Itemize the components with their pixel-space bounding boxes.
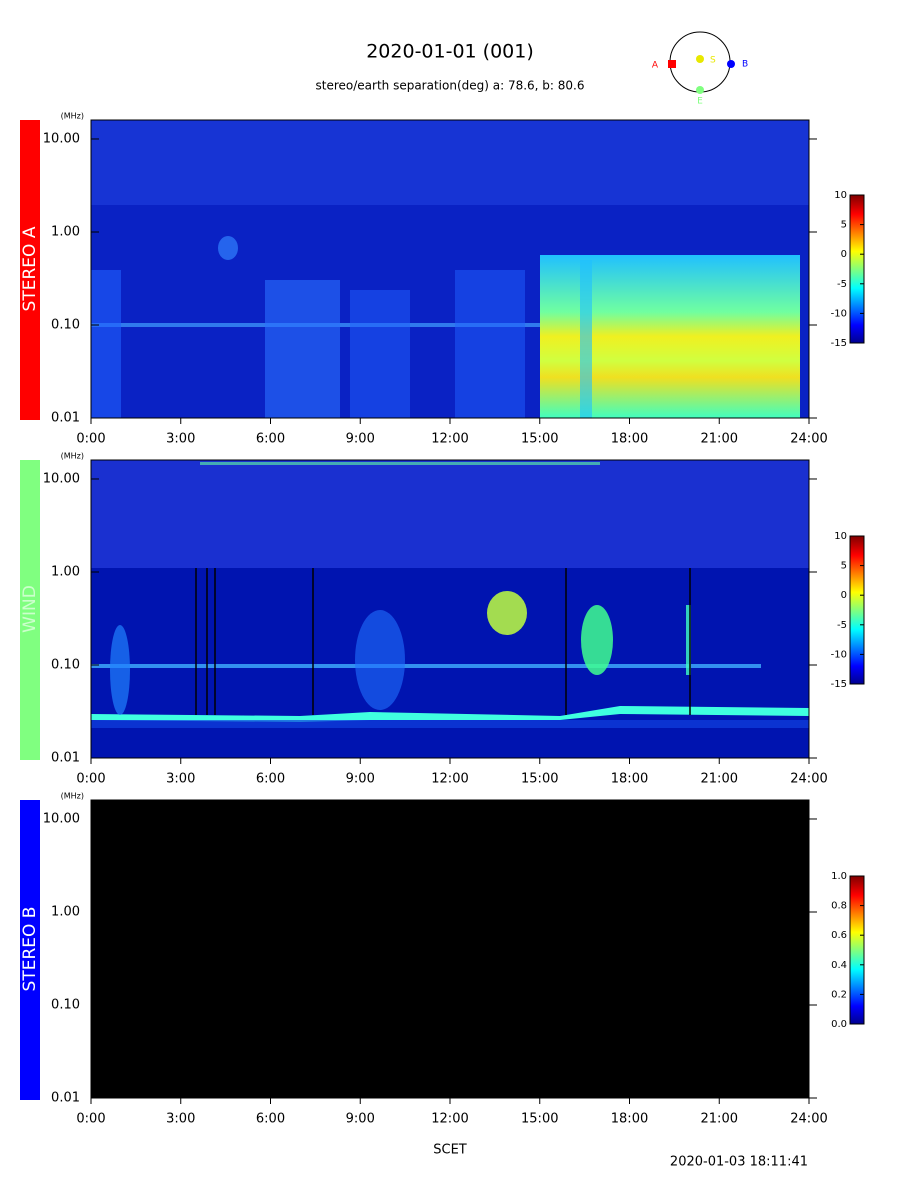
colorbar-tick-label: 5: [841, 220, 847, 231]
colorbar-tick-label: 10: [834, 190, 847, 201]
colorbar-tick-label: 1.0: [831, 871, 847, 882]
x-label: SCET: [433, 1143, 467, 1158]
orbit-a: [668, 60, 676, 68]
colorbar-tick-label: 0.0: [831, 1019, 847, 1030]
x-tick-label: 3:00: [166, 432, 195, 447]
x-tick-label: 21:00: [701, 1112, 738, 1127]
y-tick-label: 10.00: [43, 131, 80, 146]
colorbar-tick-label: 10: [834, 531, 847, 542]
x-tick-label: 24:00: [790, 432, 827, 447]
colorbar-tick-label: 0.4: [831, 960, 847, 971]
title: 2020-01-01 (001): [366, 41, 534, 63]
x-tick-label: 9:00: [346, 1112, 375, 1127]
subtitle: stereo/earth separation(deg) a: 78.6, b:…: [316, 79, 585, 93]
spectrogram-b: [91, 800, 809, 1098]
y-tick-label: 10.00: [43, 471, 80, 486]
panel-label-bar: [20, 120, 40, 420]
panel-label-bar: [20, 800, 40, 1100]
colorbar-tick-label: -10: [831, 649, 847, 660]
y-tick-label: 0.01: [51, 411, 80, 426]
colorbar-tick-label: -5: [837, 620, 847, 631]
x-tick-label: 12:00: [431, 772, 468, 787]
y-unit: (MHz): [61, 452, 84, 461]
y-tick-label: 1.00: [51, 564, 80, 579]
y-unit: (MHz): [61, 792, 84, 801]
colorbar-tick-label: 0.6: [831, 930, 847, 941]
panel-label: WIND: [20, 585, 40, 633]
x-tick-label: 3:00: [166, 772, 195, 787]
x-tick-label: 6:00: [256, 1112, 285, 1127]
x-tick-label: 21:00: [701, 432, 738, 447]
colorbar: [849, 875, 865, 1025]
orbit-earth: [696, 86, 704, 94]
x-tick-label: 18:00: [611, 1112, 648, 1127]
x-tick-label: 9:00: [346, 772, 375, 787]
x-tick-label: 18:00: [611, 432, 648, 447]
x-tick-label: 0:00: [76, 772, 105, 787]
x-tick-label: 3:00: [166, 1112, 195, 1127]
panel-label-bar: [20, 460, 40, 760]
x-tick-label: 18:00: [611, 772, 648, 787]
colorbar-tick-label: -10: [831, 308, 847, 319]
x-tick-label: 9:00: [346, 432, 375, 447]
x-tick-label: 21:00: [701, 772, 738, 787]
spectrogram-wind: [91, 460, 809, 758]
y-tick-label: 1.00: [51, 224, 80, 239]
orbit-label: E: [697, 97, 703, 107]
y-tick-label: 0.10: [51, 657, 80, 672]
y-tick-label: 0.10: [51, 317, 80, 332]
x-tick-label: 6:00: [256, 432, 285, 447]
colorbar-tick-label: -5: [837, 279, 847, 290]
y-tick-label: 0.01: [51, 1091, 80, 1106]
x-tick-label: 0:00: [76, 1112, 105, 1127]
colorbar-tick-label: -15: [831, 679, 847, 690]
x-tick-label: 6:00: [256, 772, 285, 787]
x-tick-label: 0:00: [76, 432, 105, 447]
orbit-b: [727, 60, 735, 68]
colorbar-tick-label: 5: [841, 561, 847, 572]
colorbar: [849, 194, 865, 344]
panel-label: STEREO B: [20, 907, 40, 992]
orbit-label: B: [742, 60, 748, 70]
orbit-sun: [696, 55, 704, 63]
x-tick-label: 12:00: [431, 1112, 468, 1127]
timestamp: 2020-01-03 18:11:41: [670, 1155, 808, 1170]
x-tick-label: 15:00: [521, 772, 558, 787]
colorbar: [849, 535, 865, 685]
orbit-label: S: [710, 56, 716, 66]
y-tick-label: 0.10: [51, 997, 80, 1012]
panel-label: STEREO A: [20, 226, 40, 311]
x-tick-label: 15:00: [521, 1112, 558, 1127]
y-tick-label: 1.00: [51, 904, 80, 919]
x-tick-label: 15:00: [521, 432, 558, 447]
colorbar-tick-label: 0.2: [831, 989, 847, 1000]
colorbar-tick-label: 0: [841, 590, 847, 601]
y-tick-label: 0.01: [51, 751, 80, 766]
orbit-label: A: [652, 61, 659, 71]
x-tick-label: 24:00: [790, 1112, 827, 1127]
spectrogram-a: [91, 120, 809, 418]
x-tick-label: 24:00: [790, 772, 827, 787]
colorbar-tick-label: 0.8: [831, 901, 847, 912]
x-tick-label: 12:00: [431, 432, 468, 447]
colorbar-tick-label: -15: [831, 338, 847, 349]
colorbar-tick-label: 0: [841, 249, 847, 260]
y-unit: (MHz): [61, 112, 84, 121]
y-tick-label: 10.00: [43, 811, 80, 826]
